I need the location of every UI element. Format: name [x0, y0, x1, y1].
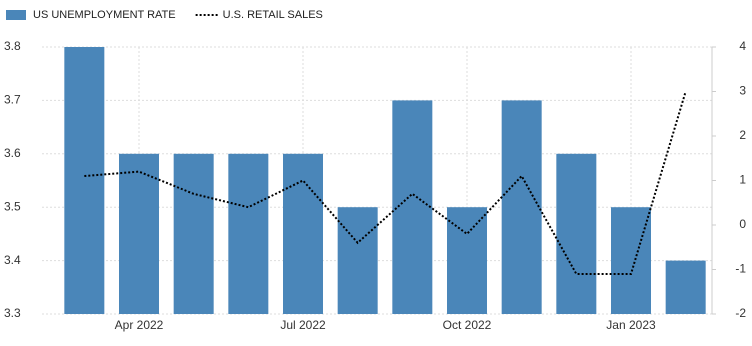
bar	[228, 153, 269, 314]
bar	[501, 100, 542, 315]
y2-tick-label: -2	[735, 306, 746, 320]
bar	[337, 207, 378, 314]
y-tick-label: 3.8	[4, 39, 21, 53]
bar	[447, 207, 487, 314]
legend-label: US UNEMPLOYMENT RATE	[33, 9, 176, 21]
y-tick-label: 3.4	[4, 253, 21, 267]
x-tick-label: Jul 2022	[280, 318, 326, 332]
legend-swatch	[6, 10, 26, 20]
line	[84, 91, 687, 275]
bar	[556, 153, 597, 314]
y-tick-label: 3.5	[4, 199, 21, 213]
y2-tick-label: 3	[739, 84, 746, 98]
y2-tick-label: -1	[735, 262, 746, 276]
bar	[392, 100, 433, 315]
bar	[64, 47, 105, 314]
y2-tick-label: 2	[739, 128, 746, 142]
y2-tick-label: 0	[739, 217, 746, 231]
y-tick-label: 3.7	[4, 93, 21, 107]
legend-label: U.S. RETAIL SALES	[223, 9, 323, 21]
x-tick-label: Apr 2022	[115, 318, 164, 332]
legend: US UNEMPLOYMENT RATE U.S. RETAIL SALES	[6, 9, 323, 21]
bar	[173, 153, 214, 314]
bar	[665, 260, 706, 314]
y-tick-label: 3.3	[4, 306, 21, 320]
x-tick-label: Oct 2022	[443, 318, 492, 332]
y2-tick-label: 1	[739, 173, 746, 187]
y2-tick-label: 4	[739, 39, 746, 53]
y-tick-label: 3.6	[4, 146, 21, 160]
bar	[119, 153, 159, 314]
x-tick-label: Jan 2023	[606, 318, 656, 332]
bar	[611, 207, 651, 314]
bar	[283, 153, 323, 314]
